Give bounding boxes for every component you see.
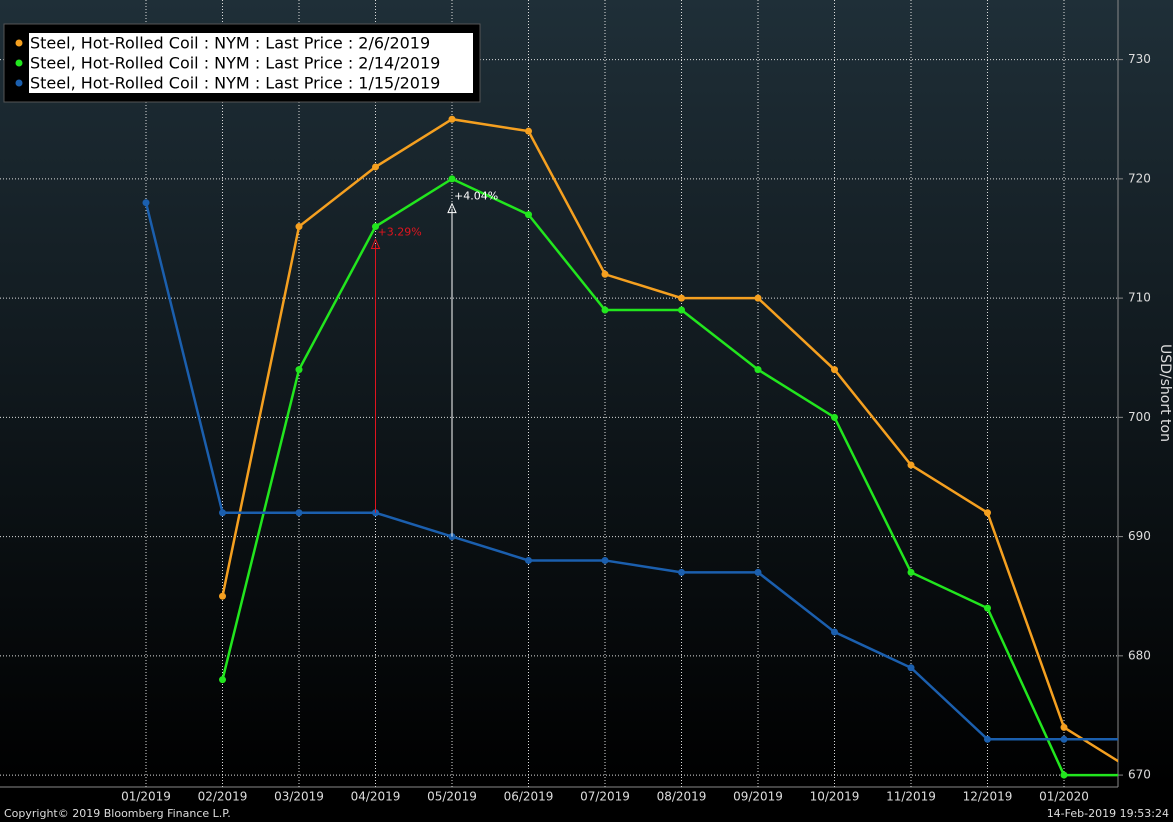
x-tick-label: 12/2019 — [963, 790, 1013, 804]
point — [1060, 723, 1068, 731]
arrow-head — [447, 202, 457, 214]
legend-highlight — [29, 53, 473, 73]
arrow-head — [370, 238, 381, 249]
point — [907, 461, 915, 469]
legend-marker — [15, 39, 23, 47]
point — [907, 664, 915, 672]
point — [219, 509, 226, 517]
annotation-label: +4.04% — [454, 190, 498, 203]
x-tick-label: 10/2019 — [810, 790, 860, 804]
x-tick-label: 01/2020 — [1039, 790, 1089, 804]
point — [372, 163, 379, 171]
plot: +3.29% +4.04% — [142, 115, 1118, 779]
annotation-label: +3.29% — [378, 225, 422, 238]
point — [678, 568, 685, 576]
point — [678, 306, 685, 314]
point — [448, 175, 456, 183]
timestamp: 14-Feb-2019 19:53:24 — [1047, 807, 1169, 820]
point — [525, 211, 532, 219]
x-tick-label: 06/2019 — [504, 790, 554, 804]
legend-label: Steel, Hot-Rolled Coil : NYM : Last Pric… — [30, 74, 440, 93]
point — [831, 413, 838, 421]
legend-label: Steel, Hot-Rolled Coil : NYM : Last Pric… — [30, 54, 440, 73]
y-tick-label: 700 — [1128, 410, 1151, 424]
point — [754, 294, 762, 302]
legend-marker — [15, 59, 23, 67]
point — [754, 366, 762, 374]
y-tick-label: 730 — [1128, 52, 1151, 66]
y-tick-label: 720 — [1128, 171, 1151, 185]
point — [219, 592, 226, 600]
x-tick-label: 08/2019 — [657, 790, 707, 804]
point — [601, 270, 609, 278]
legend: Steel, Hot-Rolled Coil : NYM : Last Pric… — [3, 23, 481, 103]
point — [907, 568, 915, 576]
x-tick-label: 05/2019 — [427, 790, 477, 804]
x-tick-label: 01/2019 — [121, 790, 171, 804]
y-tick-label: 690 — [1128, 529, 1151, 543]
legend-highlight — [29, 33, 473, 53]
point — [754, 568, 762, 576]
point — [372, 223, 379, 231]
point — [984, 735, 991, 743]
x-tick-label: 02/2019 — [198, 790, 248, 804]
y-tick-label: 680 — [1128, 648, 1151, 662]
point — [601, 556, 609, 564]
point — [142, 199, 150, 207]
point — [525, 127, 532, 135]
point — [678, 294, 685, 302]
series-line — [144, 202, 1118, 741]
y-tick-label: 670 — [1128, 768, 1151, 782]
x-tick-label: 03/2019 — [274, 790, 324, 804]
copyright: Copyright© 2019 Bloomberg Finance L.P. — [4, 807, 231, 820]
point — [219, 676, 226, 684]
point — [295, 366, 303, 374]
x-tick-label: 09/2019 — [733, 790, 783, 804]
point — [1060, 771, 1068, 779]
legend-highlight — [29, 73, 473, 93]
point — [448, 115, 456, 123]
point — [1060, 735, 1068, 743]
point — [295, 509, 303, 517]
background — [0, 0, 1173, 787]
x-tick-label: 07/2019 — [580, 790, 630, 804]
point — [601, 306, 609, 314]
y-axis-label: USD/short ton — [1157, 344, 1173, 442]
legend-label: Steel, Hot-Rolled Coil : NYM : Last Pric… — [30, 34, 430, 53]
point — [984, 604, 991, 612]
point — [525, 556, 532, 564]
x-tick-label: 04/2019 — [351, 790, 401, 804]
point — [831, 366, 838, 374]
point — [831, 628, 838, 636]
x-tick-label: 11/2019 — [886, 790, 936, 804]
legend-marker — [15, 79, 23, 87]
point — [984, 509, 991, 517]
point — [295, 223, 303, 231]
y-tick-label: 710 — [1128, 291, 1151, 305]
